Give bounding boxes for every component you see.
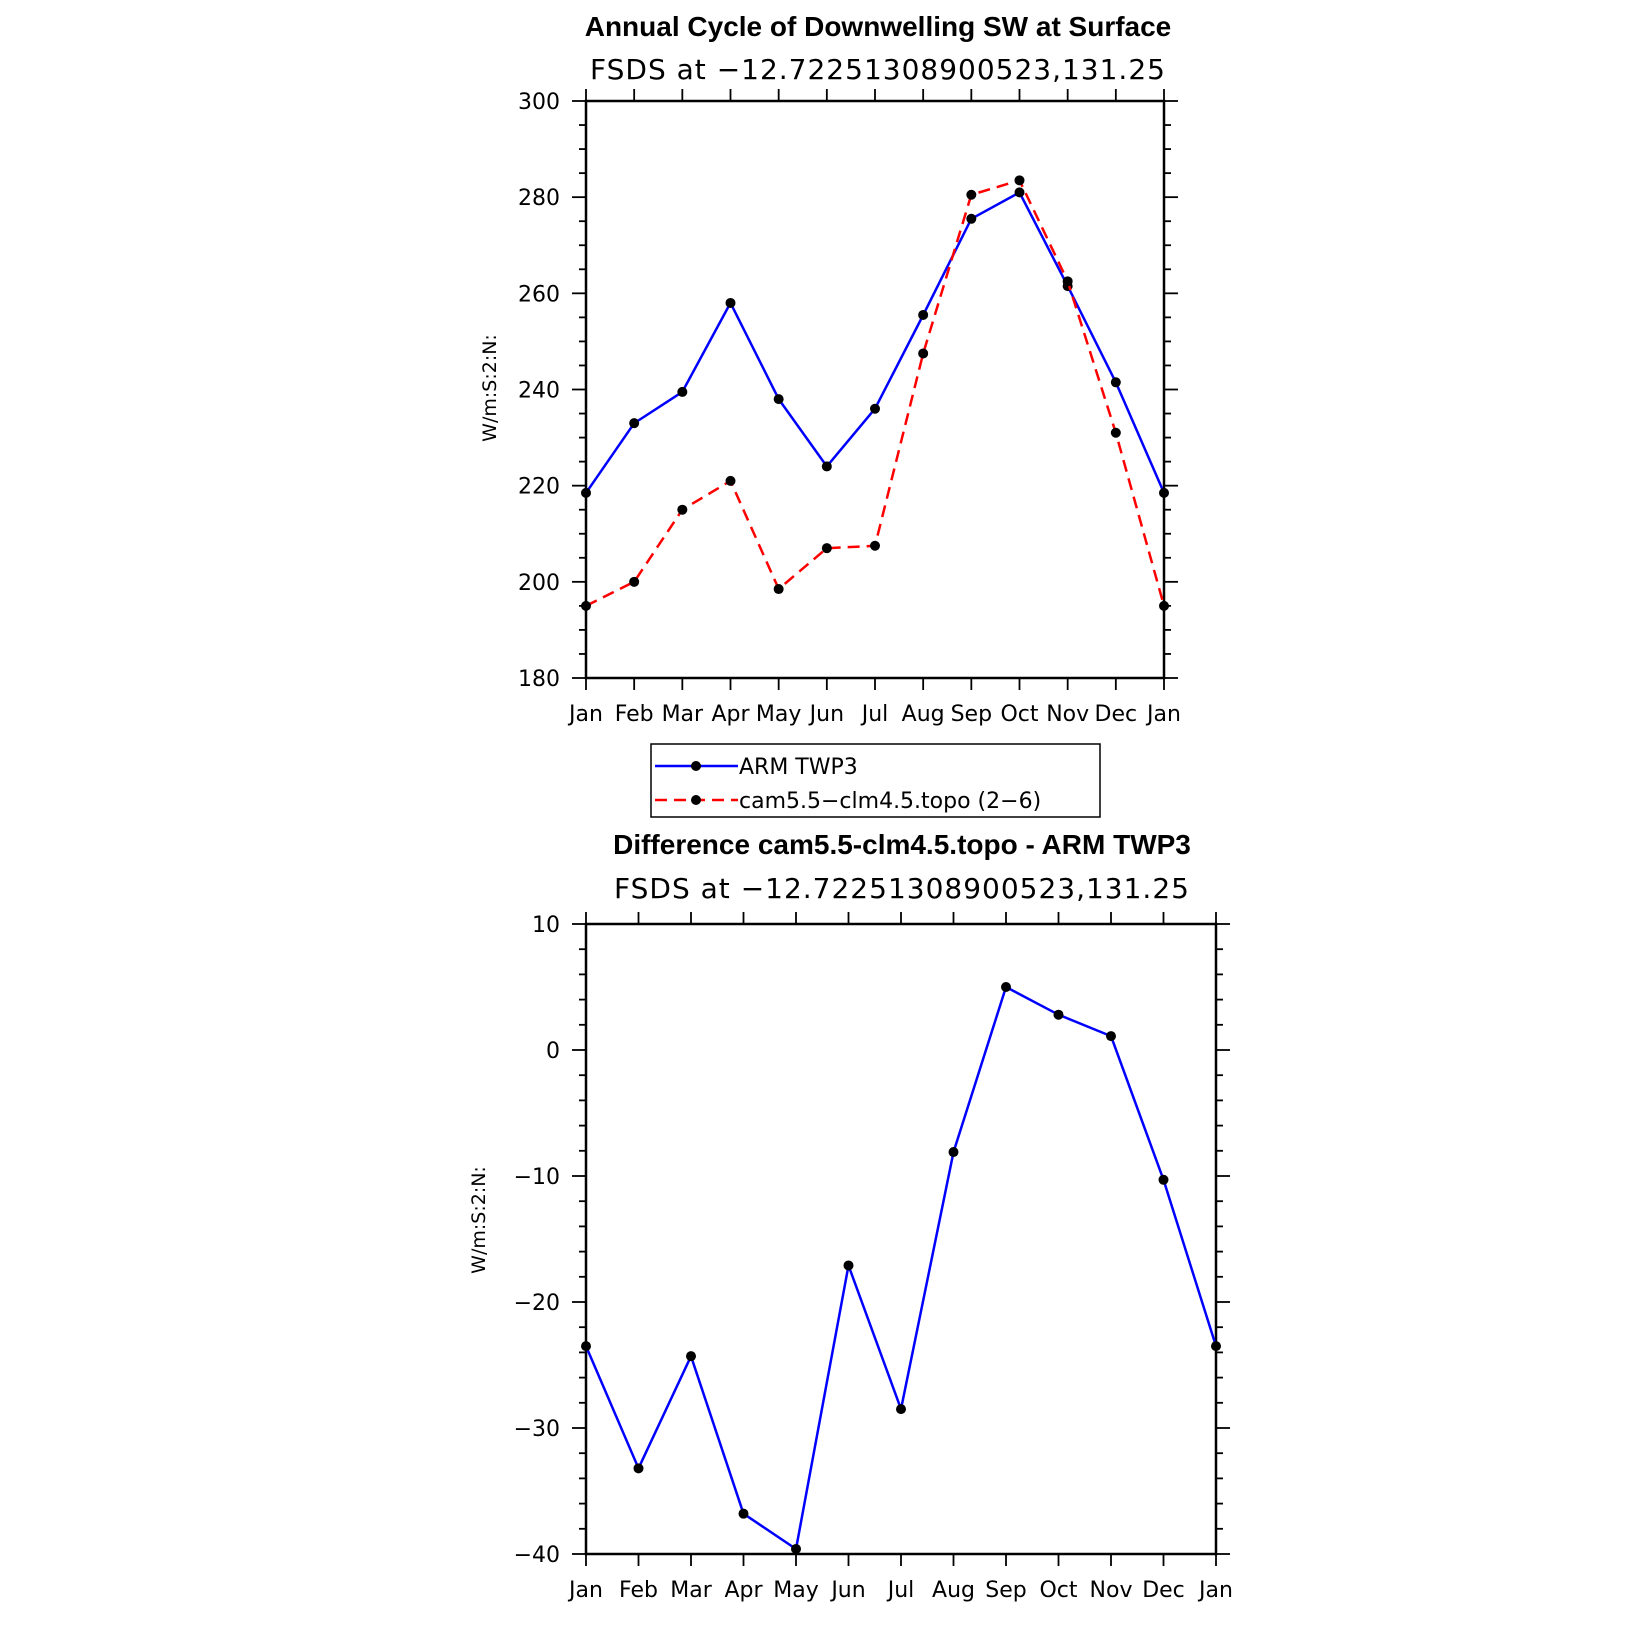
data-point [1211, 1341, 1221, 1352]
x-tick-label: Sep [951, 702, 992, 727]
y-tick-label: 260 [518, 282, 560, 307]
legend: ARM TWP3 cam5.5−clm4.5.topo (2−6) [650, 743, 1101, 818]
y-axis-label: W/m:S:2:N: [479, 334, 501, 442]
y-tick-label: −20 [514, 1291, 560, 1316]
y-tick-label: 10 [532, 913, 560, 938]
chart-subtitle: FSDS at −12.72251308900523,131.25 [590, 53, 1166, 86]
plot-area: −40 −30 −20 −10 0 10 Jan Feb Mar Apr May Jun Jul Aug S… [514, 912, 1233, 1603]
data-point [686, 1351, 696, 1362]
data-point [581, 487, 591, 498]
x-tick-label: Dec [1142, 1578, 1185, 1603]
plot-frame [584, 922, 1218, 1556]
x-tick-label: May [773, 1578, 818, 1603]
data-point [1159, 487, 1169, 498]
data-point [581, 1341, 591, 1352]
data-point [725, 297, 736, 308]
difference-chart: Difference cam5.5-clm4.5.topo - ARM TWP3… [468, 829, 1233, 1603]
data-point [1014, 187, 1025, 198]
legend-marker-cam [691, 795, 701, 805]
y-tick-label: 300 [518, 90, 560, 115]
y-tick-label: 0 [546, 1039, 560, 1064]
y-tick-label: −40 [514, 1543, 560, 1568]
chart-title: Difference cam5.5-clm4.5.topo - ARM TWP3 [613, 829, 1191, 860]
chart-title: Annual Cycle of Downwelling SW at Surfac… [585, 11, 1172, 42]
data-point [629, 418, 640, 429]
x-tick-label: Oct [1039, 1578, 1077, 1603]
data-point [677, 386, 688, 397]
legend-marker-arm [691, 761, 701, 771]
x-tick-label: Jan [1197, 1578, 1233, 1603]
data-point [821, 543, 832, 554]
x-tick-label: Jun [808, 702, 844, 727]
plot-area: 180 200 220 240 260 280 300 Jan Feb Mar Apr May Jun J… [518, 89, 1181, 727]
data-point [870, 403, 880, 414]
data-point [1110, 427, 1121, 438]
y-tick-label: 200 [518, 571, 560, 596]
annual-cycle-chart: Annual Cycle of Downwelling SW at Surfac… [479, 11, 1181, 727]
data-point [773, 394, 784, 405]
x-tick-label: Mar [662, 702, 704, 727]
x-tick-label: Jul [860, 702, 889, 727]
data-point [966, 189, 977, 200]
data-point [918, 348, 929, 359]
data-point [966, 213, 977, 224]
y-tick-label: 180 [518, 667, 560, 692]
y-tick-label: 280 [518, 186, 560, 211]
legend-label-arm: ARM TWP3 [739, 755, 858, 780]
x-tick-label: Jan [567, 1578, 603, 1603]
x-tick-label: Oct [1000, 702, 1038, 727]
data-point [896, 1404, 906, 1415]
y-tick-label: 220 [518, 475, 560, 500]
data-point [1159, 600, 1169, 611]
data-point [738, 1508, 749, 1519]
data-point [725, 475, 736, 486]
x-tick-label: Nov [1090, 1578, 1133, 1603]
series-line-0 [584, 985, 1218, 1551]
data-point [633, 1463, 644, 1474]
y-axis-label: W/m:S:2:N: [468, 1166, 490, 1274]
data-point [581, 600, 591, 611]
x-tick-label: Jan [1145, 702, 1181, 727]
series-line-0 [584, 191, 1166, 494]
x-tick-label: Mar [670, 1578, 712, 1603]
x-tick-label: Dec [1095, 702, 1138, 727]
x-tick-label: Sep [985, 1578, 1026, 1603]
data-point [1106, 1031, 1116, 1042]
x-tick-label: Jan [567, 702, 603, 727]
y-tick-label: −30 [514, 1417, 560, 1442]
data-point [1062, 276, 1073, 287]
data-point [948, 1147, 959, 1158]
x-tick-label: Apr [711, 702, 750, 727]
legend-label-cam: cam5.5−clm4.5.topo (2−6) [739, 789, 1041, 814]
data-point [870, 540, 880, 551]
legend-box [650, 743, 1101, 818]
data-point [1158, 1174, 1169, 1185]
data-point [843, 1260, 854, 1271]
data-point [821, 461, 832, 472]
y-tick-label: −10 [514, 1165, 560, 1190]
x-tick-label: Jun [829, 1578, 865, 1603]
data-point [773, 584, 784, 595]
x-tick-label: Apr [724, 1578, 763, 1603]
y-tick-label: 240 [518, 379, 560, 404]
data-point [1053, 1009, 1064, 1020]
x-tick-label: Feb [615, 702, 654, 727]
x-tick-label: Aug [932, 1578, 975, 1603]
x-tick-label: Jul [886, 1578, 915, 1603]
chart-subtitle: FSDS at −12.72251308900523,131.25 [614, 872, 1190, 905]
x-tick-label: Nov [1046, 702, 1089, 727]
data-point [918, 309, 929, 320]
data-point [1014, 175, 1025, 186]
data-point [791, 1543, 801, 1554]
data-point [629, 576, 640, 587]
data-point [1001, 982, 1011, 992]
plot-frame [584, 99, 1166, 680]
data-point [677, 504, 688, 515]
data-point [1110, 377, 1121, 388]
x-tick-label: May [756, 702, 801, 727]
x-tick-label: Aug [902, 702, 945, 727]
x-tick-label: Feb [619, 1578, 658, 1603]
